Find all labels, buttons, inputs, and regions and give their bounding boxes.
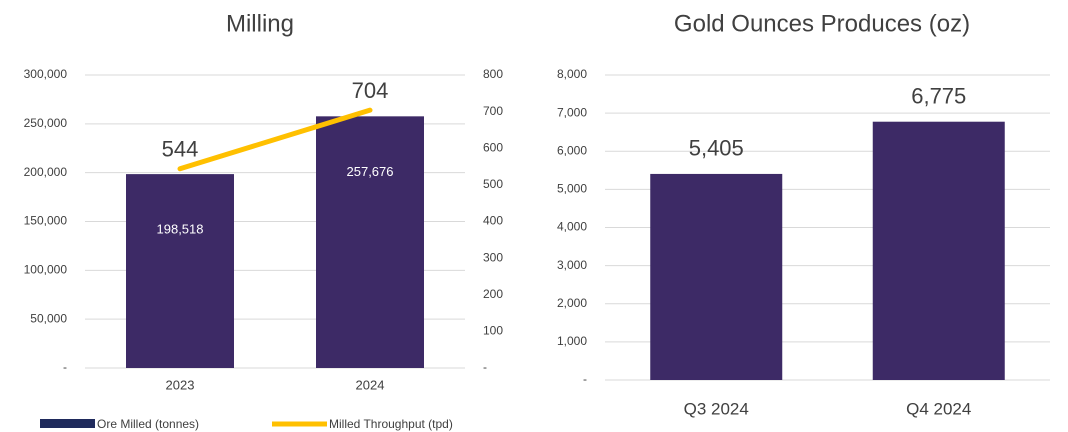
x-tick-label: 2024 [356,377,385,392]
data-label: 6,775 [911,84,966,109]
tick-label: - [483,360,487,374]
tick-label: 200,000 [24,165,68,179]
line [177,107,373,172]
tick-label: 8,000 [557,67,587,81]
tick-label: 5,000 [557,182,587,196]
legend-swatch [40,419,95,428]
tick-label: 2,000 [557,296,587,310]
legend-label: Ore Milled (tonnes) [97,417,199,431]
tick-label: 250,000 [24,116,68,130]
data-label: 198,518 [157,222,204,237]
tick-label: 800 [483,67,503,81]
tick-label: 600 [483,140,503,154]
data-label: 257,676 [347,164,394,179]
bar [126,174,234,368]
tick-label: 4,000 [557,220,587,234]
tick-label: 300 [483,250,503,264]
tick-label: 200 [483,287,503,301]
tick-label: 700 [483,104,503,118]
x-tick-label: Q3 2024 [684,399,749,418]
tick-label: 7,000 [557,105,587,119]
chart-title: Milling [226,10,294,37]
x-tick-label: 2023 [166,377,195,392]
tick-label: - [583,372,587,386]
data-label: 704 [352,78,389,103]
data-label: 5,405 [689,136,744,161]
tick-label: 1,000 [557,334,587,348]
bar [650,173,783,380]
tick-label: 150,000 [24,214,68,228]
x-tick-label: Q4 2024 [906,399,971,418]
bar [872,121,1005,380]
data-label: 544 [162,137,199,162]
tick-label: 500 [483,177,503,191]
tick-label: - [63,360,67,374]
tick-label: 100,000 [24,263,68,277]
tick-label: 400 [483,214,503,228]
chart-title: Gold Ounces Produces (oz) [674,10,970,37]
bar [316,116,424,368]
legend-label: Milled Throughput (tpd) [329,417,453,431]
tick-label: 6,000 [557,143,587,157]
tick-label: 300,000 [24,67,68,81]
tick-label: 3,000 [557,258,587,272]
tick-label: 50,000 [30,311,67,325]
tick-label: 100 [483,324,503,338]
